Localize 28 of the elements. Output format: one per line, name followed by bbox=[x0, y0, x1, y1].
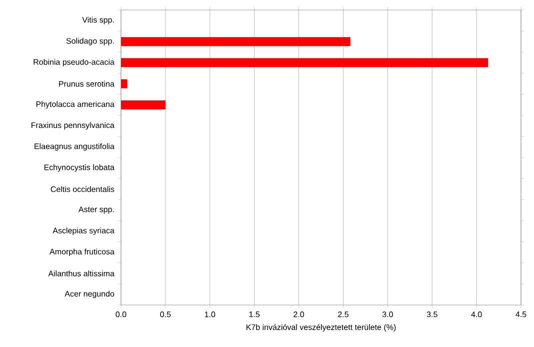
bar bbox=[121, 100, 166, 110]
x-tick-label: 4.0 bbox=[471, 312, 482, 318]
y-tick-label: Solidago spp. bbox=[66, 38, 114, 46]
x-tick-label: 1.0 bbox=[204, 312, 216, 318]
y-tick-label: Asclepias syriaca bbox=[52, 228, 114, 235]
y-tick-label: Acer negundo bbox=[64, 290, 114, 298]
y-tick-label: Echynocystis lobata bbox=[44, 164, 114, 172]
y-tick-label: Celtis occidentalis bbox=[50, 186, 114, 192]
bar bbox=[121, 58, 488, 68]
x-tick-label: 2.5 bbox=[338, 312, 348, 318]
y-tick-label: Prunus serotina bbox=[59, 80, 114, 87]
x-tick-label: 3.0 bbox=[382, 312, 393, 318]
x-tick-label: 1.5 bbox=[249, 312, 260, 318]
y-tick-label: Amorpha fruticosa bbox=[50, 248, 114, 256]
x-tick-label: 0.5 bbox=[160, 312, 171, 318]
x-axis-title: K7b invázióval veszélyeztetett területe (%) bbox=[246, 324, 396, 332]
bar bbox=[121, 37, 350, 46]
y-tick-label: Ailanthus altissima bbox=[48, 270, 114, 276]
x-tick-label: 4.5 bbox=[516, 312, 526, 318]
y-tick-label: Aster spp. bbox=[78, 206, 114, 214]
y-tick-label: Phytolacca americana bbox=[36, 101, 114, 109]
y-tick-label: Vitis spp. bbox=[82, 16, 114, 24]
x-tick-label: 2.0 bbox=[294, 312, 304, 318]
x-tick-label: 0.0 bbox=[116, 312, 126, 318]
y-tick-label: Elaeagnus angustifolia bbox=[34, 143, 114, 151]
y-tick-label: Robinia pseudo-acacia bbox=[34, 58, 114, 66]
x-tick-label: 3.5 bbox=[426, 312, 438, 318]
y-tick-label: Fraxinus pennsylvanica bbox=[32, 122, 114, 130]
